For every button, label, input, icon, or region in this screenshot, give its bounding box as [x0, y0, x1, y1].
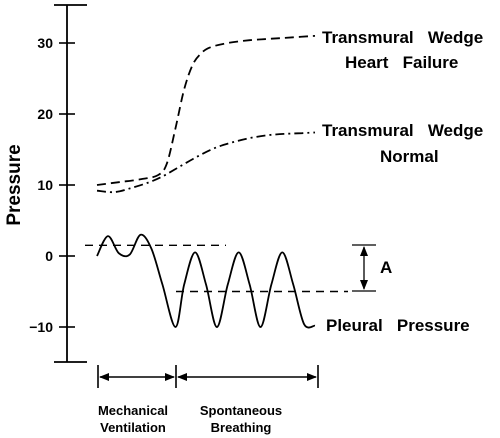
series-line-pleural [96, 233, 316, 329]
phase-mechanical-line2: Ventilation [100, 420, 166, 435]
phase-spontaneous-line1: Spontaneous [200, 403, 282, 418]
y-tick-label: 20 [37, 106, 53, 122]
y-tick-label: −10 [29, 319, 53, 335]
phase-brackets [97, 365, 319, 388]
series-layer [96, 35, 316, 329]
phase-spontaneous-line2: Breathing [211, 420, 272, 435]
label-normal-line1: Transmural Wedge [322, 121, 483, 140]
series-line-heart-failure [96, 35, 316, 186]
y-tick-label: 0 [45, 248, 53, 264]
y-axis: 30 20 10 0 −10 [29, 4, 87, 363]
label-pleural: Pleural Pressure [326, 316, 470, 335]
label-normal-line2: Normal [380, 147, 439, 166]
annotation-a-label: A [380, 258, 392, 277]
reference-lines [85, 244, 348, 293]
phase-mechanical-line1: Mechanical [98, 403, 168, 418]
annotation-a: A [352, 244, 392, 292]
y-axis-title: Pressure [4, 144, 25, 225]
label-heart-failure-line2: Heart Failure [345, 53, 458, 72]
y-tick-label: 10 [37, 177, 53, 193]
y-tick-label: 30 [37, 35, 53, 51]
series-line-normal [96, 131, 316, 194]
label-heart-failure-line1: Transmural Wedge [322, 28, 483, 47]
